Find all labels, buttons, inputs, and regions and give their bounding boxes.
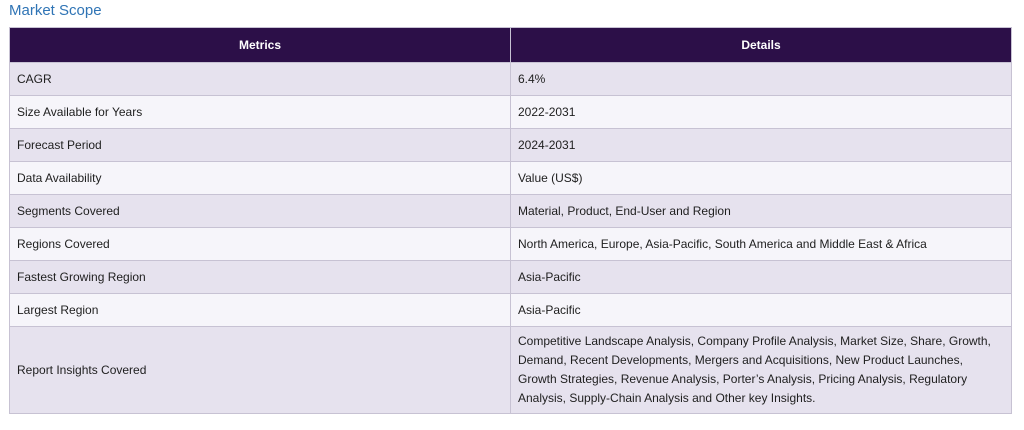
metric-cell: Data Availability (9, 161, 511, 195)
header-row: Metrics Details (9, 27, 1012, 63)
details-cell: Value (US$) (510, 161, 1012, 195)
market-scope-table: Metrics Details CAGR 6.4% Size Available… (9, 27, 1012, 414)
table-row: Regions Covered North America, Europe, A… (9, 227, 1012, 261)
table-header: Metrics Details (9, 27, 1012, 63)
metric-cell: Report Insights Covered (9, 326, 511, 414)
details-cell: 2022-2031 (510, 95, 1012, 129)
table-row: Largest Region Asia-Pacific (9, 293, 1012, 327)
metric-cell: Largest Region (9, 293, 511, 327)
details-cell: 2024-2031 (510, 128, 1012, 162)
metric-cell: Fastest Growing Region (9, 260, 511, 294)
details-cell: Material, Product, End-User and Region (510, 194, 1012, 228)
table-body: CAGR 6.4% Size Available for Years 2022-… (9, 62, 1012, 414)
metric-cell: Size Available for Years (9, 95, 511, 129)
section-title: Market Scope (9, 2, 102, 19)
table-row: Size Available for Years 2022-2031 (9, 95, 1012, 129)
details-cell: 6.4% (510, 62, 1012, 96)
table-row: Segments Covered Material, Product, End-… (9, 194, 1012, 228)
table-row: Fastest Growing Region Asia-Pacific (9, 260, 1012, 294)
table-row: Forecast Period 2024-2031 (9, 128, 1012, 162)
header-metrics: Metrics (9, 27, 511, 63)
header-details: Details (510, 27, 1012, 63)
details-cell: North America, Europe, Asia-Pacific, Sou… (510, 227, 1012, 261)
details-cell: Asia-Pacific (510, 260, 1012, 294)
table-row: Report Insights Covered Competitive Land… (9, 326, 1012, 414)
details-cell: Asia-Pacific (510, 293, 1012, 327)
metric-cell: Segments Covered (9, 194, 511, 228)
metric-cell: Regions Covered (9, 227, 511, 261)
metric-cell: CAGR (9, 62, 511, 96)
details-cell: Competitive Landscape Analysis, Company … (510, 326, 1012, 414)
table-row: Data Availability Value (US$) (9, 161, 1012, 195)
table-row: CAGR 6.4% (9, 62, 1012, 96)
metric-cell: Forecast Period (9, 128, 511, 162)
